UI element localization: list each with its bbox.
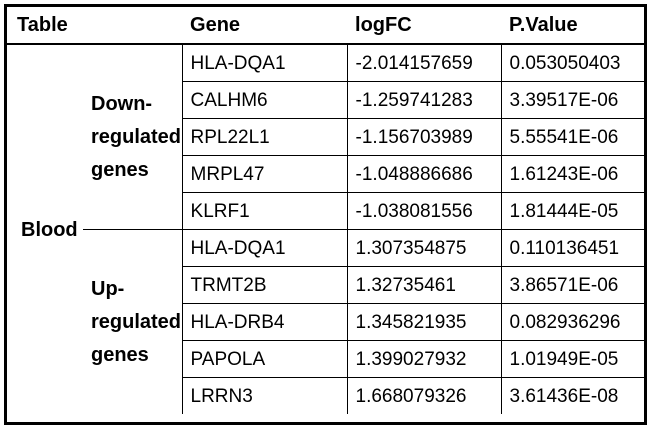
data-table: Table Gene logFC P.Value Blood Down-regul…: [7, 7, 644, 414]
gene-cell: RPL22L1: [181, 118, 348, 156]
regulation-group-label-line: Up-: [91, 277, 125, 300]
pvalue-cell: 1.01949E-05: [500, 340, 644, 378]
gene-cell: MRPL47: [181, 155, 348, 193]
regulation-group-label-line: regulated: [91, 310, 182, 333]
pvalue-cell: 0.110136451: [500, 229, 644, 267]
regulation-group-label-line: genes: [91, 158, 149, 181]
logfc-cell: -1.259741283: [346, 81, 502, 119]
gene-cell: KLRF1: [181, 192, 348, 230]
regulation-group-label: Up-regulated genes: [83, 230, 182, 415]
header-gene: Gene: [182, 7, 348, 45]
pvalue-cell: 3.61436E-08: [500, 377, 644, 414]
gene-cell: CALHM6: [181, 81, 348, 119]
regulation-group-label: Down-regulated genes: [83, 44, 183, 230]
pvalue-cell: 3.39517E-06: [500, 81, 644, 119]
table-row: KLRF1 -1.038081556 1.81444E-05: [7, 192, 644, 230]
table-row: RPL22L1 -1.156703989 5.55541E-06: [7, 118, 644, 156]
table-row: MRPL47 -1.048886686 1.61243E-06: [7, 155, 644, 193]
pvalue-cell: 1.61243E-06: [500, 155, 644, 193]
logfc-cell: 1.307354875: [346, 229, 502, 267]
table-row: CALHM6 -1.259741283 3.39517E-06: [7, 81, 644, 119]
logfc-cell: -1.156703989: [346, 118, 502, 156]
logfc-cell: 1.399027932: [346, 340, 502, 378]
logfc-cell: 1.345821935: [346, 303, 502, 341]
header-table: Table: [7, 7, 183, 45]
regulation-group-label-line: regulated: [91, 125, 182, 148]
header-logfc: logFC: [347, 7, 502, 45]
gene-cell: HLA-DQA1: [181, 44, 348, 82]
regulation-group-label-line: Down-: [91, 92, 153, 115]
pvalue-cell: 0.082936296: [500, 303, 644, 341]
header-pvalue: P.Value: [501, 7, 644, 45]
pvalue-cell: 3.86571E-06: [500, 266, 644, 304]
header-row: Table Gene logFC P.Value: [7, 7, 644, 45]
pvalue-cell: 5.55541E-06: [500, 118, 644, 156]
gene-cell: PAPOLA: [181, 340, 348, 378]
table-row: TRMT2B 1.32735461 3.86571E-06: [7, 266, 644, 304]
gene-expression-table: Table Gene logFC P.Value Blood Down-regul…: [4, 4, 647, 425]
table-body: Blood Down-regulated genes HLA-DQA1 -2.01415…: [7, 44, 644, 414]
logfc-cell: 1.668079326: [346, 377, 502, 414]
pvalue-cell: 1.81444E-05: [500, 192, 644, 230]
logfc-cell: -1.038081556: [346, 192, 502, 230]
logfc-cell: -1.048886686: [346, 155, 502, 193]
logfc-cell: -2.014157659: [346, 44, 502, 82]
table-row: HLA-DRB4 1.345821935 0.082936296: [7, 303, 644, 341]
regulation-group-label-line: genes: [91, 343, 149, 366]
gene-cell: LRRN3: [181, 377, 348, 414]
tissue-label: Blood: [21, 218, 78, 241]
pvalue-cell: 0.053050403: [500, 44, 644, 82]
logfc-cell: 1.32735461: [346, 266, 502, 304]
table-row: PAPOLA 1.399027932 1.01949E-05: [7, 340, 644, 378]
gene-cell: TRMT2B: [181, 266, 348, 304]
table-row: Up-regulated genes HLA-DQA1 1.307354875 0.11…: [7, 229, 644, 366]
table-row: Blood Down-regulated genes HLA-DQA1 -2.01415…: [7, 44, 644, 240]
gene-cell: HLA-DRB4: [181, 303, 348, 341]
table-row: LRRN3 1.668079326 3.61436E-08: [7, 377, 644, 414]
gene-cell: HLA-DQA1: [181, 229, 348, 267]
